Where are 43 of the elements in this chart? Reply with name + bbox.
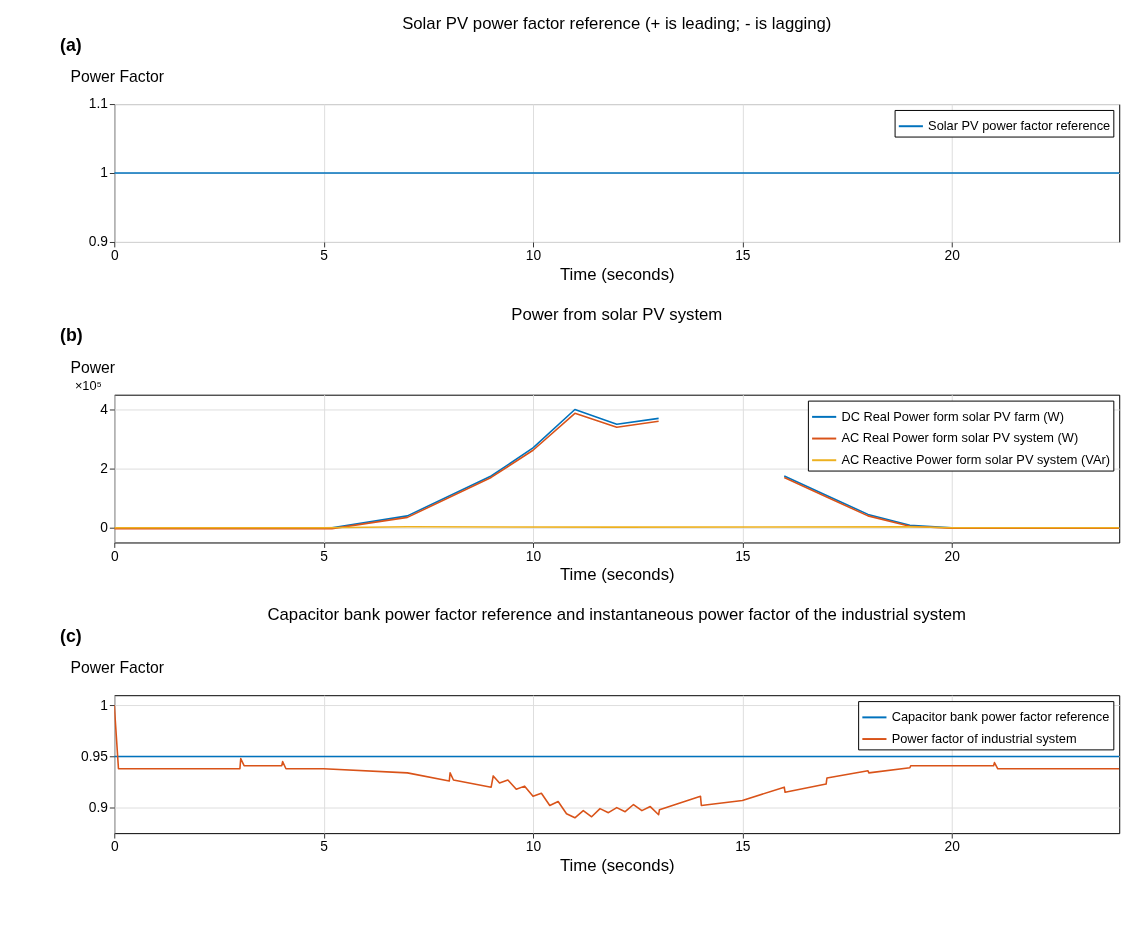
x-axis-title: Time (seconds)	[559, 856, 675, 876]
y-tick-label: 2	[100, 461, 108, 477]
text: (b)	[60, 325, 83, 346]
legend-label: AC Reactive Power form solar PV system (VAr)	[841, 452, 1110, 468]
x-tick-label: 10	[525, 548, 542, 564]
y-axis-title: Power	[70, 358, 116, 376]
text: ×10⁵	[74, 377, 102, 393]
x-tick-label: 5	[320, 839, 329, 855]
y-tick-label: 1.1	[88, 96, 108, 112]
y-tick-label: 0	[100, 520, 109, 536]
y-tick-label: 4	[100, 401, 109, 417]
legend-label: Solar PV power factor reference	[928, 118, 1111, 134]
x-tick-label: 10	[525, 839, 542, 855]
x-tick-label: 0	[110, 248, 119, 264]
x-tick-label: 5	[320, 548, 329, 564]
y-tick-label: 1	[100, 697, 108, 713]
y-tick-label: 0.9	[88, 800, 109, 816]
x-axis-title: Time (seconds)	[559, 565, 675, 585]
x-tick-label: 0	[110, 548, 119, 564]
legend-label: DC Real Power form solar PV farm (W)	[841, 408, 1064, 424]
chart-title: Capacitor bank power factor reference and instantaneous power factor of the industrial system	[267, 605, 967, 625]
x-tick-label: 20	[944, 248, 961, 264]
legend-label: Capacitor bank power factor reference	[891, 709, 1110, 725]
y-axis-title: Power Factor	[70, 659, 165, 677]
x-axis-title: Time (seconds)	[559, 264, 675, 284]
y-tick-label: 0.9	[88, 234, 109, 250]
text: (a)	[60, 34, 82, 55]
y-tick-label: 0.95	[81, 748, 109, 764]
x-tick-label: 0	[110, 839, 119, 855]
chart-title: Solar PV power factor reference (+ is leading; - is lagging)	[402, 14, 832, 34]
text: (c)	[60, 626, 82, 646]
legend-label: Power factor of industrial system	[891, 730, 1077, 746]
x-tick-label: 15	[735, 248, 751, 264]
legend-label: AC Real Power form solar PV system (W)	[841, 430, 1079, 446]
y-tick-label: 1	[100, 165, 108, 181]
x-tick-label: 20	[944, 548, 961, 564]
x-tick-label: 20	[944, 839, 961, 855]
x-tick-label: 5	[320, 248, 329, 264]
x-tick-label: 15	[735, 839, 751, 855]
x-tick-label: 15	[735, 548, 751, 564]
chart-title: Power from solar PV system	[511, 304, 723, 324]
x-tick-label: 10	[525, 248, 542, 264]
y-axis-title: Power Factor	[70, 67, 165, 85]
